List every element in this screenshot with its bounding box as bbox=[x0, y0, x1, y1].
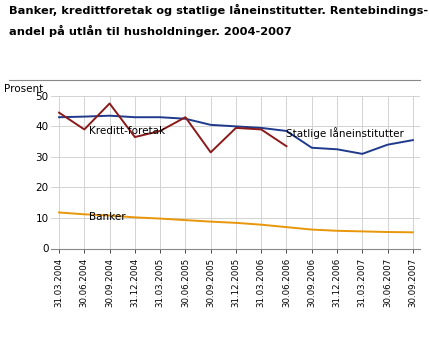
Text: Kreditt-foretak: Kreditt-foretak bbox=[89, 126, 166, 136]
Text: andel på utlån til husholdninger. 2004-2007: andel på utlån til husholdninger. 2004-2… bbox=[9, 25, 291, 37]
Text: Banker: Banker bbox=[89, 212, 126, 223]
Text: Banker, kredittforetak og statlige låneinstitutter. Rentebindings-: Banker, kredittforetak og statlige lånei… bbox=[9, 4, 428, 16]
Text: Statlige låneinstitutter: Statlige låneinstitutter bbox=[287, 127, 405, 139]
Text: Prosent: Prosent bbox=[3, 84, 43, 94]
